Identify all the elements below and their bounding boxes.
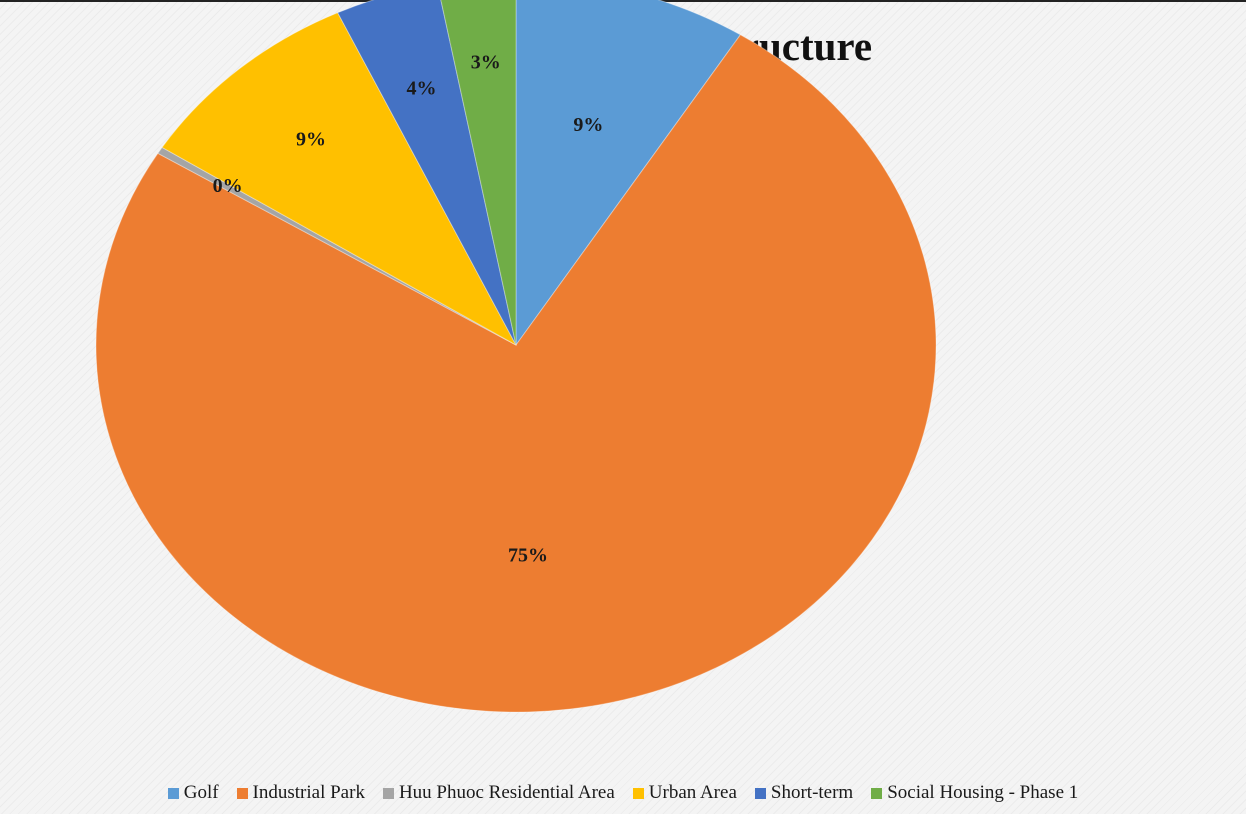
data-label-urban-area: 9% xyxy=(296,128,326,150)
legend-label-short-term: Short-term xyxy=(770,782,854,803)
pie-chart: 9% 75% 0% 9% 4% 3% xyxy=(95,0,937,713)
legend-swatch-short-term xyxy=(754,787,766,799)
pie-slice-urban-area xyxy=(161,12,518,347)
legend-swatch-urban-area xyxy=(632,787,644,799)
data-label-social-housing-phase-1: 3% xyxy=(471,51,501,73)
legend-item-huu-phuoc-residential-area: Huu Phuoc Residential Area xyxy=(382,782,615,804)
data-label-huu-phuoc-residential-area: 0% xyxy=(213,175,243,197)
legend-item-short-term: Short-term xyxy=(754,782,854,804)
legend-item-golf: Golf xyxy=(167,782,219,804)
legend-item-urban-area: Urban Area xyxy=(632,782,737,804)
pie-slice-industrial-park xyxy=(95,34,937,713)
legend-swatch-industrial-park xyxy=(236,787,248,799)
legend-swatch-social-housing-phase-1 xyxy=(871,787,883,799)
legend-swatch-golf xyxy=(167,787,179,799)
legend-label-huu-phuoc-residential-area: Huu Phuoc Residential Area xyxy=(398,782,615,803)
legend-label-industrial-park: Industrial Park xyxy=(252,782,365,803)
legend-swatch-huu-phuoc-residential-area xyxy=(382,787,394,799)
legend-item-industrial-park: Industrial Park xyxy=(236,782,365,804)
pie-slice-golf xyxy=(515,0,742,347)
legend-item-social-housing-phase-1: Social Housing - Phase 1 xyxy=(871,782,1078,804)
pie-slice-short-term xyxy=(336,0,517,346)
legend-label-golf: Golf xyxy=(183,782,219,803)
data-label-short-term: 4% xyxy=(407,78,437,100)
pie-slice-huu-phuoc-residential-area xyxy=(157,146,517,346)
legend-label-social-housing-phase-1: Social Housing - Phase 1 xyxy=(887,782,1079,803)
pie-slice-social-housing-phase-1 xyxy=(440,0,517,346)
data-label-industrial-park: 75% xyxy=(508,545,548,567)
legend: Golf Industrial Park Huu Phuoc Residential… xyxy=(0,782,1246,804)
data-label-golf: 9% xyxy=(573,114,603,136)
legend-label-urban-area: Urban Area xyxy=(648,782,737,803)
